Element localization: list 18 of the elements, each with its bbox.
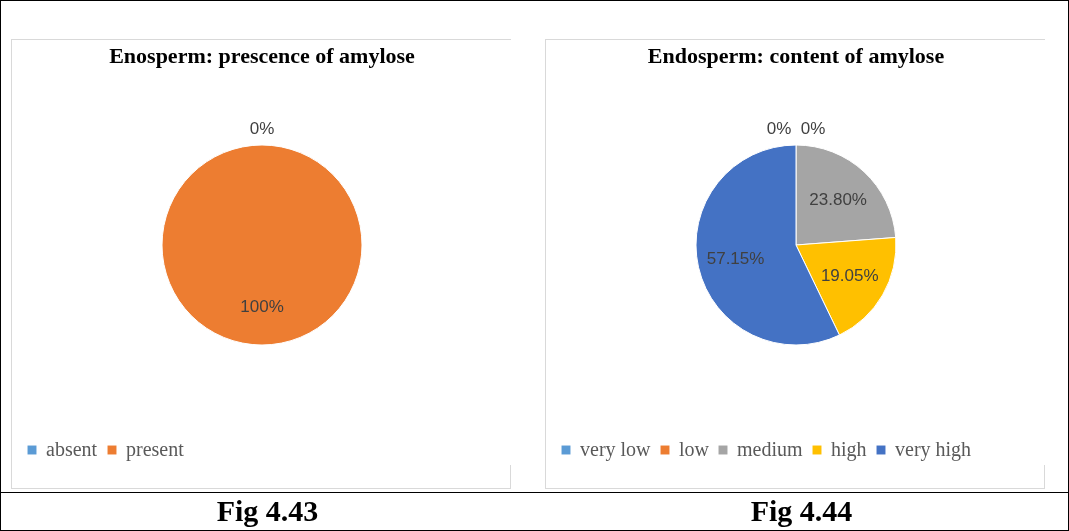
legend-label: high xyxy=(831,438,867,461)
caption: Fig 4.43 xyxy=(215,493,320,529)
data-label: 57.15% xyxy=(706,248,765,268)
legend-label: absent xyxy=(46,438,98,460)
text: 0% xyxy=(800,119,826,138)
legend-label: very low xyxy=(580,438,652,461)
chart-title: Endosperm: content of amylose xyxy=(647,43,945,68)
legend-label: low xyxy=(679,438,710,460)
text: 0% xyxy=(766,119,792,138)
chart-title: Enosperm: prescence of amylose xyxy=(109,43,416,68)
data-label: 100% xyxy=(240,297,284,316)
legend-label: very high xyxy=(895,438,972,461)
legend-label: medium xyxy=(737,438,803,460)
text: 0% xyxy=(249,119,275,138)
caption: Fig 4.44 xyxy=(749,493,854,529)
data-label: 19.05% xyxy=(820,265,879,285)
legend-label: present xyxy=(126,438,185,461)
data-label: 23.80% xyxy=(809,189,867,209)
